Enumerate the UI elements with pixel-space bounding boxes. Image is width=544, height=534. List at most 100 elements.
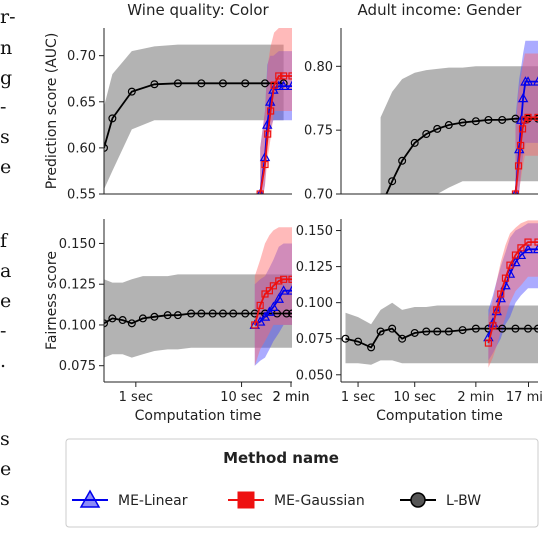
chart-panel: 0.55 0.60 0.65 0.70 Wine quality: Color Predi… bbox=[44, 1, 292, 203]
series-line bbox=[104, 82, 284, 149]
y-tick-label: 0.075 bbox=[59, 359, 96, 374]
data-point bbox=[524, 238, 532, 246]
y-tick-label: 0.150 bbox=[59, 237, 96, 252]
confidence-band bbox=[345, 302, 538, 365]
data-point bbox=[388, 324, 397, 333]
square-marker-icon bbox=[237, 491, 255, 509]
legend-title: Method name bbox=[223, 449, 339, 467]
data-point bbox=[261, 79, 270, 88]
data-point bbox=[517, 141, 525, 150]
data-point bbox=[367, 343, 376, 352]
x-axis-label: Computation time bbox=[135, 408, 262, 424]
data-point bbox=[433, 327, 442, 336]
data-point bbox=[410, 328, 419, 337]
margin-text-line: s bbox=[0, 428, 10, 450]
data-point bbox=[444, 121, 453, 130]
data-point bbox=[511, 251, 520, 259]
x-tick-label: 2 min bbox=[273, 390, 310, 405]
data-point bbox=[534, 113, 538, 121]
chart-panel: 0.70 0.75 0.80 Adult income: Gender bbox=[304, 1, 538, 210]
data-point bbox=[259, 311, 271, 321]
confidence-band bbox=[488, 223, 538, 361]
data-point bbox=[282, 309, 291, 318]
data-point bbox=[495, 292, 506, 303]
y-tick-label: 0.100 bbox=[59, 318, 96, 333]
legend: Method name ME-Linear ME-Gaussian L-BW bbox=[65, 438, 539, 528]
data-point bbox=[104, 143, 108, 152]
data-point bbox=[532, 243, 538, 254]
data-point bbox=[524, 113, 532, 121]
data-point bbox=[241, 79, 250, 88]
data-point bbox=[501, 274, 510, 282]
data-point bbox=[268, 301, 279, 311]
margin-text-line: g bbox=[0, 67, 13, 89]
data-point bbox=[275, 72, 283, 80]
data-point bbox=[489, 322, 497, 330]
data-point bbox=[376, 327, 385, 336]
margin-text-line: s bbox=[0, 488, 10, 510]
confidence-band bbox=[488, 220, 538, 368]
data-point bbox=[516, 114, 527, 124]
chart-panel: 0.050 0.075 0.100 0.125 0.150 1 sec 10 sec 2 mi… bbox=[296, 219, 544, 424]
data-point bbox=[522, 243, 534, 254]
data-point bbox=[264, 306, 275, 316]
data-point bbox=[286, 285, 292, 295]
data-point bbox=[484, 339, 493, 347]
data-point bbox=[506, 261, 514, 269]
y-tick-label: 0.70 bbox=[304, 188, 333, 203]
data-point bbox=[278, 285, 289, 295]
data-point bbox=[532, 76, 538, 86]
plot-area bbox=[104, 227, 292, 366]
data-point bbox=[104, 319, 108, 328]
margin-text-line: r- bbox=[0, 6, 16, 28]
y-tick-label: 0.075 bbox=[296, 332, 333, 347]
data-point bbox=[269, 282, 277, 290]
data-point bbox=[256, 190, 264, 194]
data-point bbox=[256, 301, 264, 309]
data-point bbox=[458, 118, 467, 127]
data-point bbox=[354, 337, 363, 346]
data-point bbox=[498, 115, 507, 124]
y-tick-label: 0.050 bbox=[296, 368, 333, 383]
x-tick-label: 10 sec bbox=[393, 390, 436, 405]
legend-entry: ME-Gaussian bbox=[228, 491, 365, 509]
triangle-marker-icon bbox=[79, 489, 101, 508]
data-point bbox=[497, 290, 505, 298]
circle-marker-icon bbox=[410, 492, 426, 508]
data-point bbox=[187, 309, 196, 318]
y-axis-label: Prediction score (AUC) bbox=[44, 33, 60, 190]
data-point bbox=[493, 306, 501, 314]
data-point bbox=[150, 312, 159, 321]
data-point bbox=[422, 327, 431, 336]
data-point bbox=[444, 327, 453, 336]
data-point bbox=[471, 324, 480, 333]
data-point bbox=[173, 311, 182, 320]
data-point bbox=[511, 190, 520, 194]
legend-entry: ME-Linear bbox=[72, 489, 188, 509]
data-point bbox=[514, 162, 523, 170]
data-point bbox=[127, 87, 136, 96]
data-point bbox=[218, 79, 227, 88]
data-point bbox=[517, 92, 529, 103]
data-point bbox=[471, 117, 480, 126]
y-tick-label: 0.75 bbox=[304, 124, 333, 139]
y-tick-label: 0.55 bbox=[67, 188, 96, 203]
confidence-band bbox=[254, 243, 292, 366]
data-point bbox=[218, 309, 227, 318]
data-point bbox=[163, 311, 172, 320]
data-point bbox=[267, 107, 275, 115]
data-point bbox=[108, 114, 117, 123]
margin-text-line: - bbox=[0, 96, 7, 118]
data-point bbox=[522, 76, 534, 86]
y-tick-label: 0.100 bbox=[296, 296, 333, 311]
data-point bbox=[377, 203, 384, 210]
data-point bbox=[280, 72, 288, 80]
data-point bbox=[208, 309, 217, 318]
x-tick-label: 2 min bbox=[273, 390, 310, 405]
panel-title: Adult income: Gender bbox=[358, 1, 523, 19]
x-tick-label: 2 min bbox=[457, 390, 494, 405]
legend-label: ME-Gaussian bbox=[274, 493, 365, 509]
data-point bbox=[422, 129, 431, 138]
data-point bbox=[433, 124, 442, 133]
